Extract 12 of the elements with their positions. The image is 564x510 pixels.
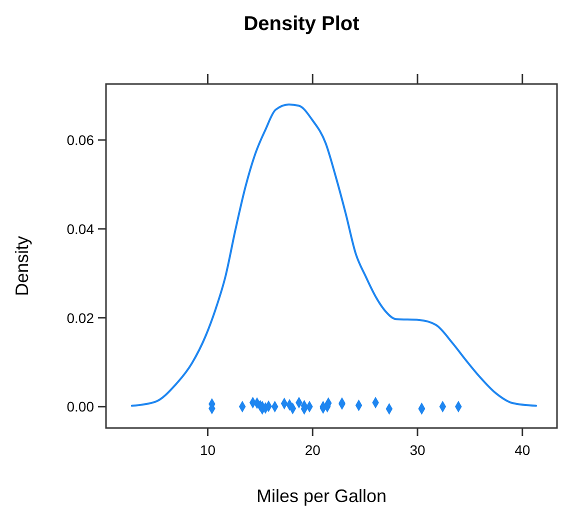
y-axis-title: Density	[12, 236, 32, 296]
x-tick-label: 40	[514, 442, 530, 458]
y-tick-label: 0.04	[66, 220, 94, 237]
x-tick-label: 10	[200, 442, 216, 458]
x-tick-label: 20	[304, 442, 321, 458]
line-series	[130, 103, 538, 407]
y-tick-label: 0.06	[66, 132, 94, 148]
x-axis-title: Miles per Gallon	[256, 486, 387, 506]
x-tick-label: 30	[410, 442, 426, 458]
y-tick-label: 0.02	[66, 310, 94, 326]
chart-title: Density Plot	[244, 13, 360, 35]
y-tick-label: 0.00	[66, 398, 94, 415]
